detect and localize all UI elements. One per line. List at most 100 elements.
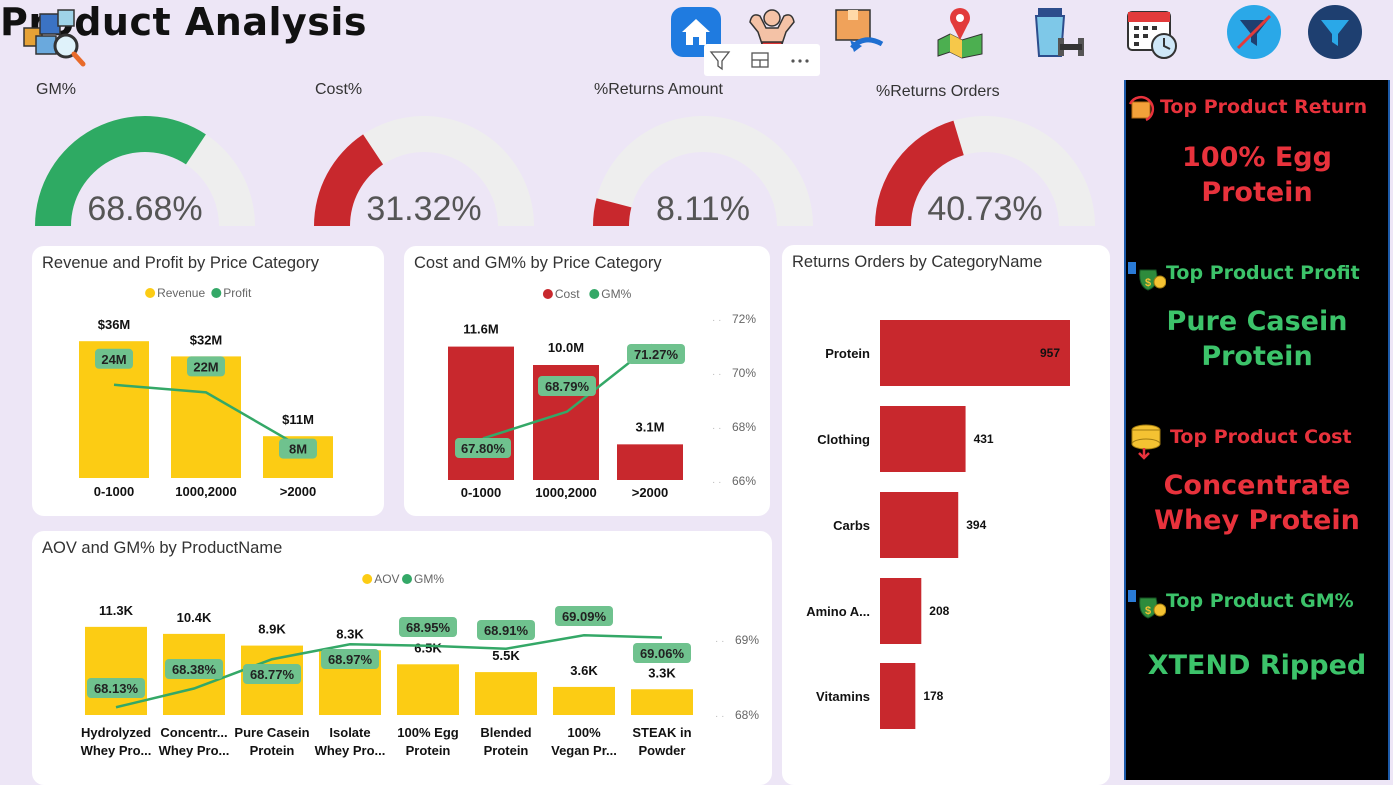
bar-value-label: 10.0M bbox=[548, 340, 584, 355]
shaker-dumbbell-button[interactable] bbox=[1030, 4, 1086, 60]
category-label: Vitamins bbox=[816, 689, 870, 704]
category-label: Protein bbox=[250, 743, 295, 758]
legend-marker bbox=[589, 289, 600, 299]
legend-marker bbox=[145, 288, 156, 298]
cost-gm-card: Cost and GM% by Price Category Cost GM% 72… bbox=[404, 246, 770, 516]
legend: Cost GM% bbox=[542, 287, 632, 301]
bar-value-label: $11M bbox=[282, 412, 314, 427]
category-label: Carbs bbox=[833, 518, 870, 533]
category-label: >2000 bbox=[280, 484, 317, 499]
category-label: Hydrolyzed bbox=[81, 725, 151, 740]
panel-value: XTEND Ripped bbox=[1126, 648, 1388, 683]
line-label: 24M bbox=[101, 352, 126, 367]
profit-line bbox=[113, 383, 299, 447]
y2-tick-dots: · · bbox=[712, 315, 721, 326]
bar-value-label: 3.6K bbox=[570, 663, 598, 678]
panel-value-line: Pure Casein bbox=[1166, 306, 1348, 337]
category-label: Pure Casein bbox=[234, 725, 309, 740]
panel-value-line: 100% Egg bbox=[1182, 142, 1332, 173]
gauge-value: 40.73% bbox=[927, 190, 1042, 228]
category-label: Protein bbox=[484, 743, 529, 758]
y2-tick-label: 68% bbox=[732, 420, 756, 434]
bar-value-label: $32M bbox=[190, 332, 223, 347]
legend-marker bbox=[542, 289, 553, 299]
line-label-bg bbox=[399, 617, 457, 637]
bar-value-label: 431 bbox=[974, 432, 994, 446]
panel-value: Concentrate Whey Protein bbox=[1126, 468, 1388, 538]
visual-header-bar bbox=[704, 44, 820, 76]
category-label: Clothing bbox=[817, 432, 870, 447]
y2-tick-dots: · · bbox=[712, 369, 721, 380]
filter-button[interactable] bbox=[1307, 4, 1363, 60]
category-label: Whey Pro... bbox=[159, 743, 230, 758]
y2-tick-dots: · · bbox=[712, 423, 721, 434]
legend: Revenue Profit bbox=[145, 286, 252, 300]
gm-line bbox=[482, 343, 653, 440]
calendar-clock-button[interactable] bbox=[1124, 4, 1180, 60]
kpi-label: GM% bbox=[36, 81, 76, 98]
legend-label: Profit bbox=[223, 286, 252, 300]
category-label: Blended bbox=[480, 725, 531, 740]
aov-gm-card: AOV and GM% by ProductName AOV GM% 69% · · 6… bbox=[32, 531, 772, 785]
category-label: Powder bbox=[639, 743, 686, 758]
category-label: 1000,2000 bbox=[175, 484, 236, 499]
product-return-button[interactable] bbox=[832, 4, 888, 60]
gm-line bbox=[115, 633, 663, 709]
kpi-label: Cost% bbox=[315, 81, 363, 98]
bar bbox=[85, 626, 147, 715]
gauge: 31.32% bbox=[314, 116, 534, 228]
gauge-fill bbox=[593, 198, 632, 226]
bar-value-label: 178 bbox=[923, 689, 943, 703]
funnel-icon[interactable] bbox=[708, 49, 732, 71]
legend-marker bbox=[211, 288, 222, 298]
legend-label: GM% bbox=[414, 572, 444, 586]
bar-value-label: 3.1M bbox=[636, 419, 665, 434]
panel-value-line: XTEND Ripped bbox=[1147, 650, 1367, 681]
bar-value-label: 5.5K bbox=[492, 648, 520, 663]
panel-heading: Top Product Profit bbox=[1166, 262, 1360, 284]
legend-label: GM% bbox=[601, 287, 631, 301]
line-label-bg bbox=[87, 678, 145, 698]
category-label: Protein bbox=[825, 346, 870, 361]
bar-value-label: 11.3K bbox=[99, 603, 134, 618]
map-button[interactable] bbox=[932, 4, 988, 60]
bar-value-label: 10.4K bbox=[177, 610, 212, 625]
y2-tick-label: 72% bbox=[732, 312, 756, 326]
gauge-value: 31.32% bbox=[366, 190, 481, 228]
bar bbox=[880, 492, 959, 558]
line-label: 68.77% bbox=[250, 667, 295, 682]
bar-value-label: $36M bbox=[98, 317, 131, 332]
category-label: Whey Pro... bbox=[315, 743, 386, 758]
line-label-bg bbox=[477, 620, 535, 640]
bar bbox=[475, 672, 537, 715]
category-label: Whey Pro... bbox=[81, 743, 152, 758]
focus-mode-icon[interactable] bbox=[748, 49, 772, 71]
panel-value-line: Whey Protein bbox=[1154, 505, 1360, 536]
line-label: 68.38% bbox=[172, 662, 217, 677]
logo bbox=[22, 8, 86, 68]
panel-value-line: Protein bbox=[1201, 341, 1313, 372]
category-label: 1000,2000 bbox=[535, 485, 596, 500]
svg-text:$: $ bbox=[1145, 277, 1151, 289]
line-label-bg bbox=[95, 348, 133, 369]
category-label: 0-1000 bbox=[461, 485, 501, 500]
gauge-fill bbox=[875, 120, 964, 226]
line-label: 69.06% bbox=[640, 646, 685, 661]
money-bag-icon: $ bbox=[1126, 584, 1167, 629]
y2-tick-label: 69% bbox=[735, 633, 759, 647]
chart-title: Revenue and Profit by Price Category bbox=[42, 254, 319, 272]
category-label: 100% bbox=[567, 725, 601, 740]
gauge-track bbox=[593, 116, 813, 226]
bar-value-label: 3.3K bbox=[648, 665, 676, 680]
category-label: STEAK in bbox=[632, 725, 691, 740]
clear-filter-button[interactable] bbox=[1226, 4, 1282, 60]
line-label: 22M bbox=[193, 359, 218, 374]
bar bbox=[880, 320, 1070, 386]
line-label: 67.80% bbox=[461, 441, 506, 456]
more-options-icon[interactable] bbox=[788, 49, 812, 71]
y2-tick-label: 70% bbox=[732, 366, 756, 380]
bar bbox=[880, 663, 916, 729]
bar bbox=[397, 664, 459, 715]
bar bbox=[880, 578, 922, 644]
top-products-panel: Top Product Return 100% Egg Protein $ Top Pr… bbox=[1124, 80, 1390, 780]
